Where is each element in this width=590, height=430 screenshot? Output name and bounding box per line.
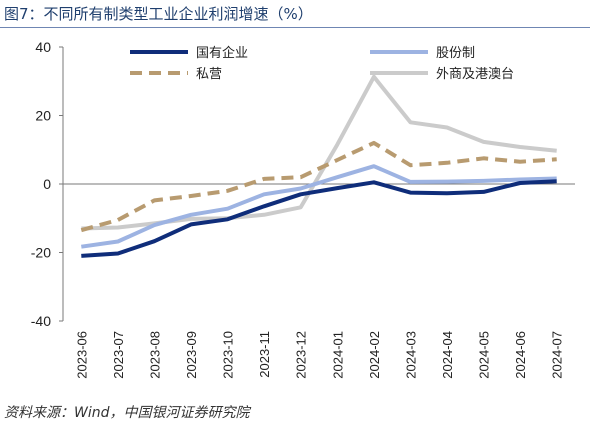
x-tick-label: 2023-08	[147, 331, 162, 379]
x-tick-label: 2024-03	[403, 331, 418, 379]
x-tick-label: 2023-11	[257, 331, 272, 378]
x-tick-label: 2023-12	[294, 331, 309, 379]
x-tick-label: 2023-07	[111, 331, 126, 379]
y-tick-label: -40	[31, 313, 51, 329]
x-tick-label: 2024-01	[330, 331, 345, 379]
x-tick-label: 2024-02	[367, 331, 382, 379]
series-line-4	[81, 74, 557, 231]
y-tick-label: 20	[35, 108, 51, 124]
x-tick-label: 2024-04	[440, 331, 455, 379]
x-tick-label: 2023-10	[221, 331, 236, 379]
legend-label: 国有企业	[196, 45, 248, 61]
figure-title: 图7：不同所有制类型工业企业利润增速（%）	[4, 5, 313, 23]
series-line-1	[81, 179, 557, 258]
legend-label: 股份制	[436, 46, 475, 61]
y-tick-label: 0	[43, 176, 51, 192]
series-lines	[80, 74, 557, 258]
legend-label: 私营	[196, 67, 222, 82]
series-line-2	[81, 164, 557, 249]
title-divider	[0, 27, 590, 28]
x-tick-label: 2024-06	[513, 331, 528, 379]
series-line-3	[80, 140, 557, 233]
x-tick-label: 2024-05	[477, 331, 492, 379]
x-tick-label: 2024-07	[550, 331, 565, 379]
y-tick-label: -20	[31, 245, 51, 261]
x-tick-label: 2023-06	[74, 331, 89, 379]
source-note: 资料来源：Wind，中国银河证券研究院	[4, 405, 250, 421]
axes: -40 -20 0 20 40 2023-06 2023-07 2023-08 2023-09 2…	[31, 39, 575, 379]
legend-label: 外商及港澳台	[436, 66, 514, 82]
x-tick-label: 2023-09	[184, 331, 199, 379]
y-tick-label: 40	[35, 39, 51, 55]
